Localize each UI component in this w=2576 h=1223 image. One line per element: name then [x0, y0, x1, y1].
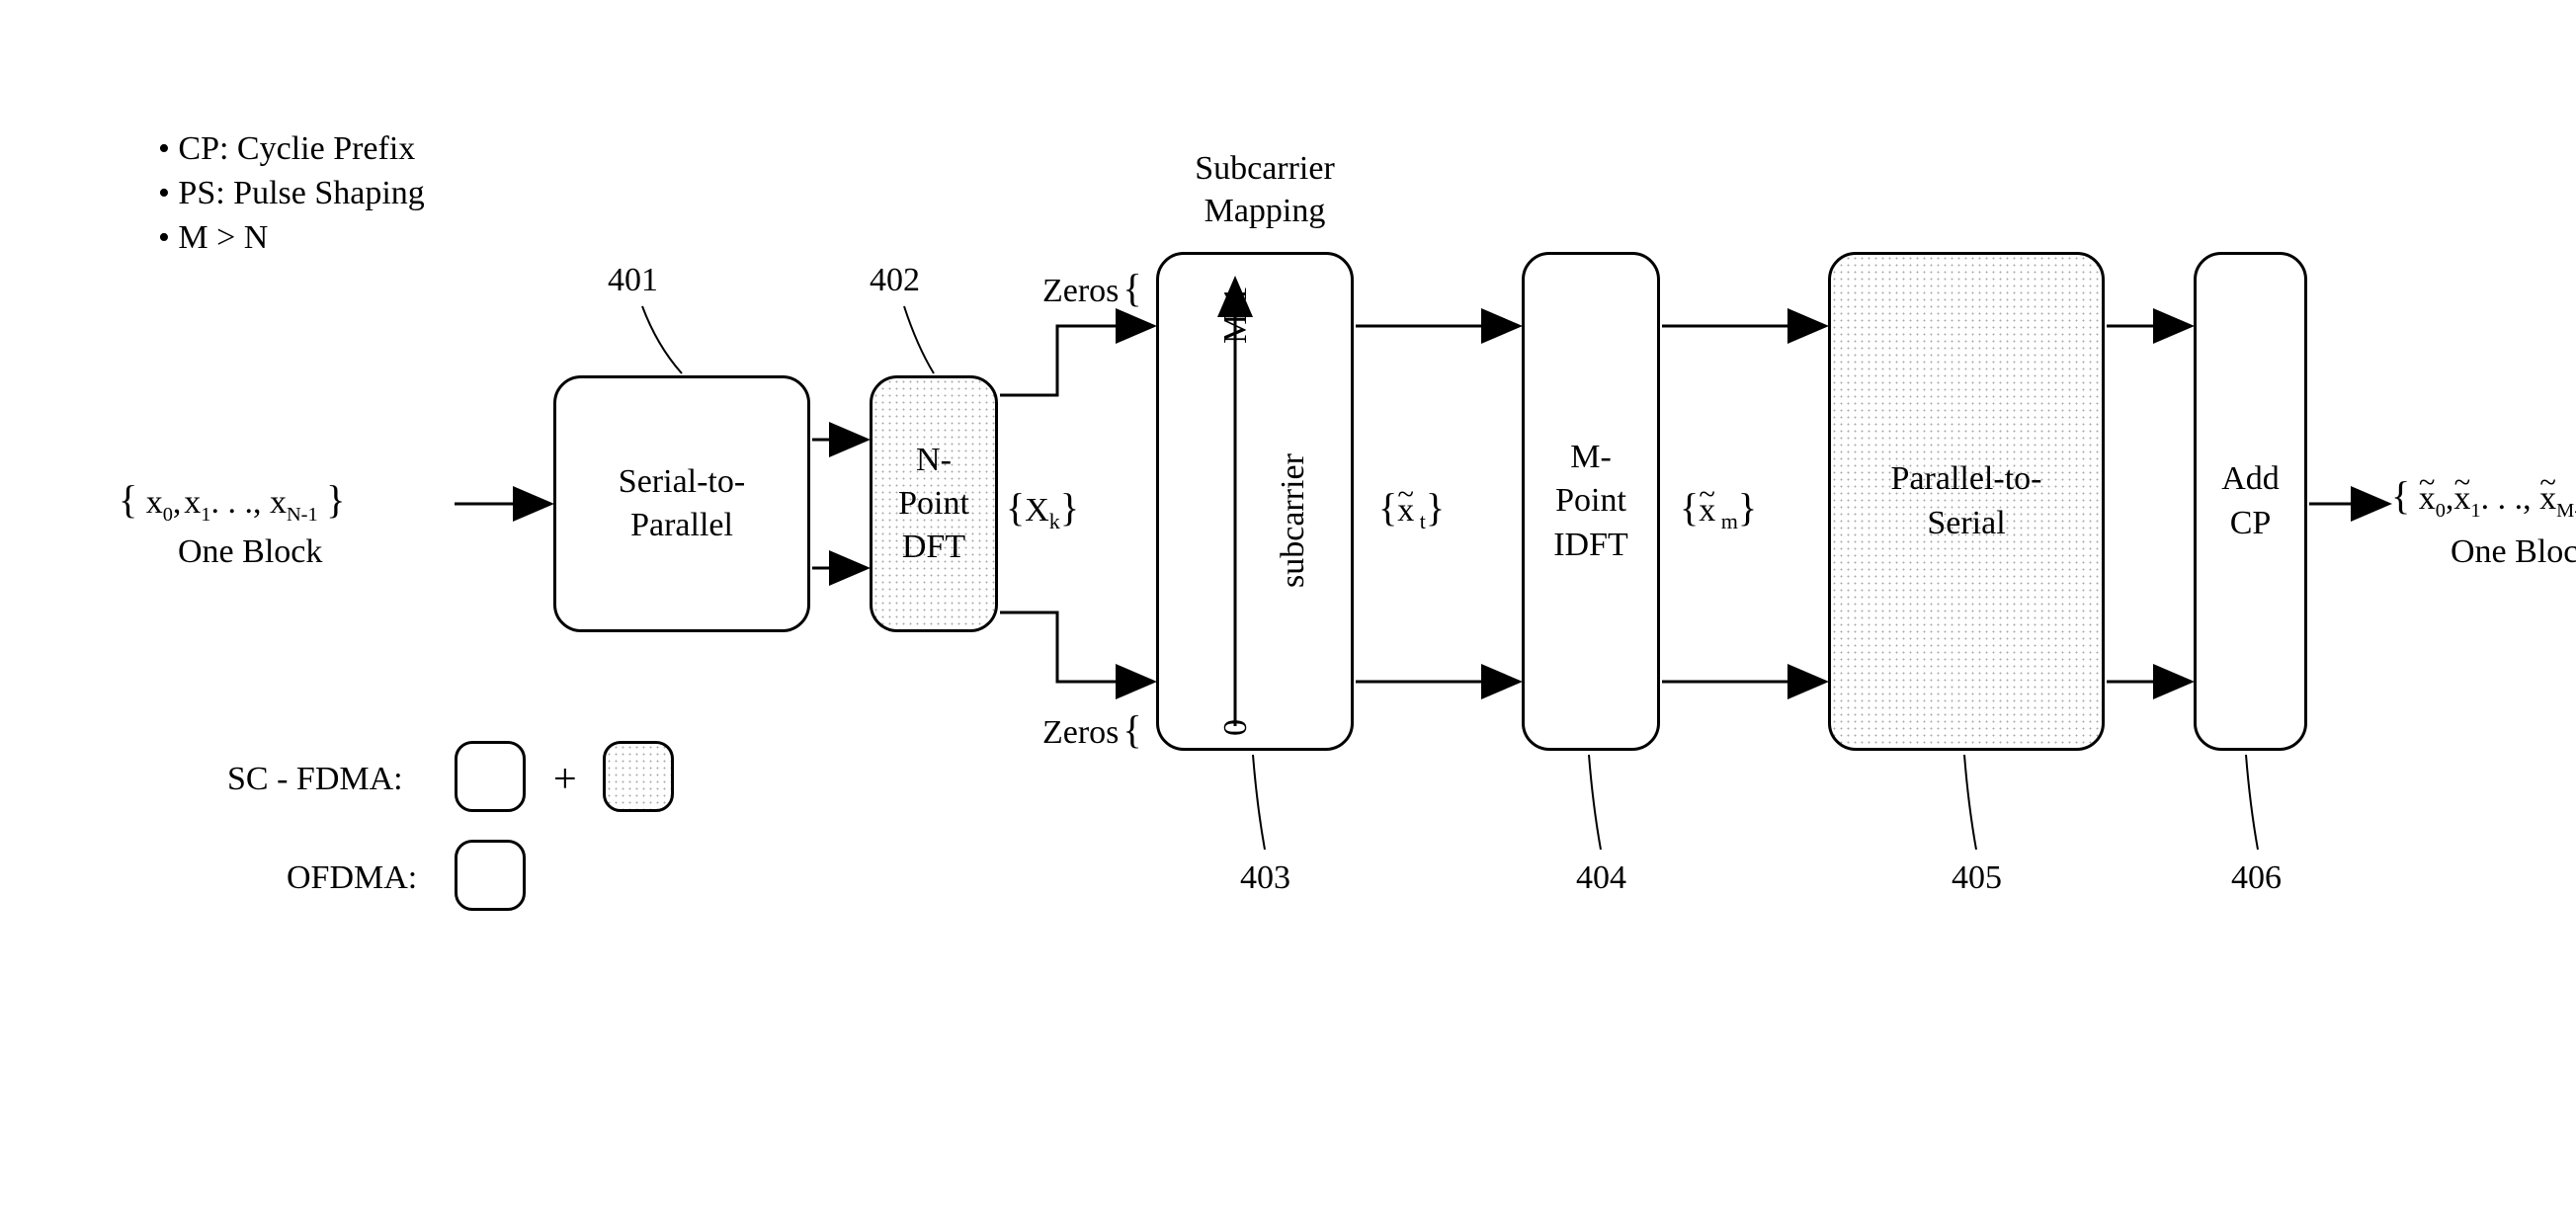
legend-plus: + [553, 756, 577, 803]
block-idft-label: M-PointIDFT [1553, 436, 1628, 567]
note-cp: • CP: Cyclie Prefix [158, 128, 415, 171]
legend-ofdma: OFDMA: [287, 859, 417, 897]
block-subcarrier-mapping [1156, 252, 1354, 751]
diagram-canvas: • CP: Cyclie Prefix • PS: Pulse Shaping … [0, 0, 2576, 1223]
ref-402: 402 [870, 262, 920, 299]
block-parallel-to-serial: Parallel-to-Serial [1828, 252, 2105, 751]
legend-dotted-box [603, 741, 674, 812]
ref-403: 403 [1240, 859, 1290, 897]
ref-406: 406 [2231, 859, 2282, 897]
legend-scfdma: SC - FDMA: [227, 761, 403, 798]
output-caption: One Block [2451, 533, 2576, 571]
axis-top-m1: M-1 [1217, 285, 1255, 344]
block-m-point-idft: M-PointIDFT [1522, 252, 1660, 751]
note-mn: • M > N [158, 217, 268, 260]
block-n-point-dft: N-PointDFT [870, 375, 998, 632]
axis-bot-0: 0 [1217, 719, 1255, 736]
block-serial-to-parallel: Serial-to-Parallel [553, 375, 810, 632]
zeros-bot: Zeros{ [1042, 706, 1142, 753]
note-ps: • PS: Pulse Shaping [158, 173, 425, 215]
zeros-top: Zeros{ [1042, 265, 1142, 311]
block-sp-label: Serial-to-Parallel [619, 460, 745, 547]
signal-xm: {x m} [1680, 484, 1757, 534]
map-title: SubcarrierMapping [1166, 148, 1364, 232]
block-add-cp: AddCP [2194, 252, 2307, 751]
ref-401: 401 [608, 262, 658, 299]
block-dft-label: N-PointDFT [898, 439, 969, 570]
output-expression: { x0,x1. . ., xM-1 } [2391, 472, 2576, 523]
legend-plain-box-1 [455, 741, 526, 812]
ref-405: 405 [1952, 859, 2002, 897]
signal-xt: {x t} [1378, 484, 1445, 534]
block-ps-label: Parallel-to-Serial [1891, 457, 2042, 544]
block-cp-label: AddCP [2221, 457, 2280, 544]
signal-xk: {Xk} [1006, 484, 1079, 534]
input-caption: One Block [178, 533, 322, 571]
ref-404: 404 [1576, 859, 1626, 897]
legend-plain-box-2 [455, 840, 526, 911]
input-expression: { x0, x1. . ., xN-1 } [119, 476, 345, 527]
axis-label-subcarrier: subcarrier [1275, 453, 1312, 588]
